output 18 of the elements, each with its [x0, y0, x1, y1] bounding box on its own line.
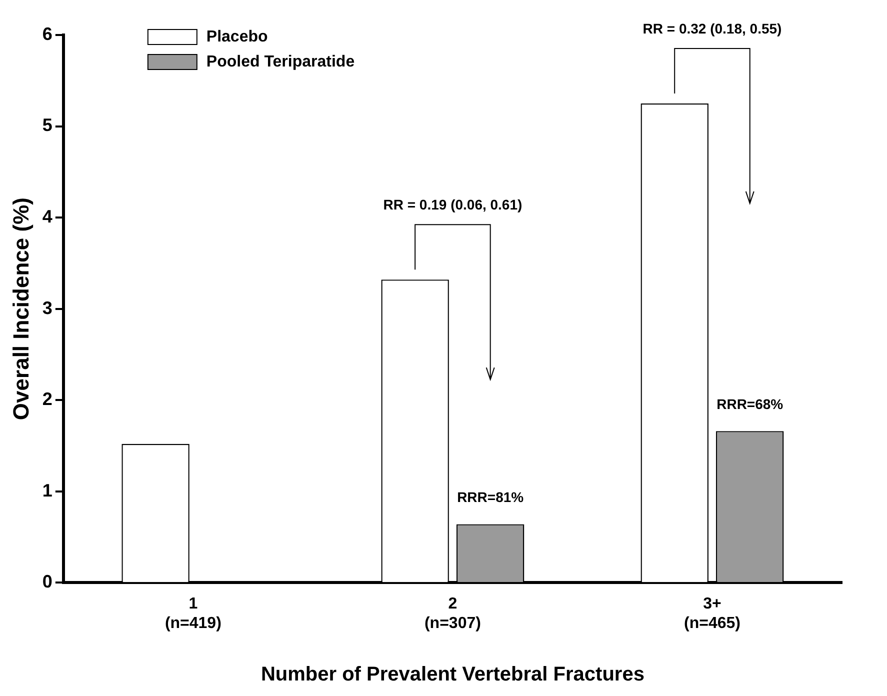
y-tick-label: 3 — [42, 298, 52, 318]
annotation: RR = 0.19 (0.06, 0.61) — [383, 196, 522, 212]
y-tick-label: 0 — [42, 572, 52, 592]
y-tick-label: 1 — [42, 480, 52, 500]
annotation: RRR=68% — [716, 396, 784, 412]
y-tick-label: 4 — [42, 206, 52, 226]
annotation: RRR=81% — [457, 488, 524, 505]
x-tick-label: 1 (n=419) — [164, 596, 222, 632]
legend-label: Pooled Teriparatide — [206, 53, 355, 70]
y-tick-label: 6 — [42, 24, 52, 44]
y-axis-title: Overall Incidence (%) — [8, 198, 34, 420]
annotation: RR = 0.32 (0.18, 0.55) — [642, 20, 782, 36]
x-tick-label: 2 (n=307) — [424, 596, 481, 632]
legend-label: Placebo — [206, 28, 268, 46]
x-axis-title: Number of Prevalent Vertebral Fractures — [260, 664, 644, 686]
y-tick-label: 5 — [42, 115, 52, 136]
y-tick-label: 2 — [42, 389, 52, 410]
x-tick-label: 3+ (n=465) — [684, 596, 740, 632]
